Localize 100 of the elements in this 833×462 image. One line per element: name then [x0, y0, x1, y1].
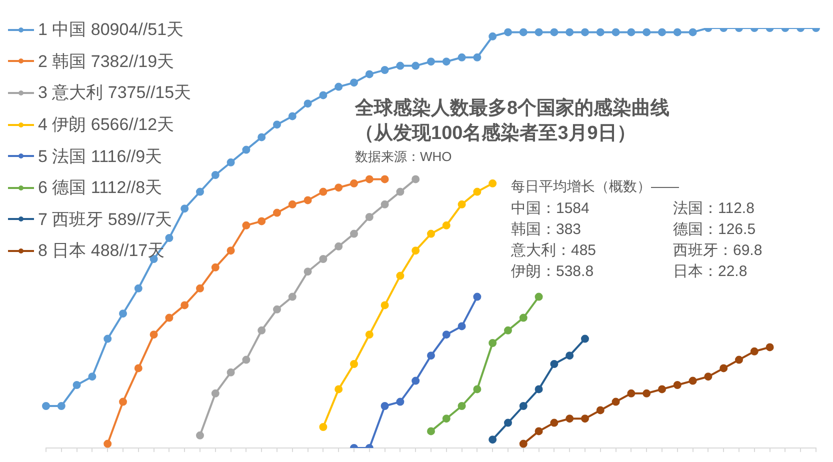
- annotation: 中国：1584: [511, 199, 590, 219]
- point: [427, 427, 435, 436]
- point: [612, 28, 620, 36]
- point: [150, 330, 158, 339]
- point: [488, 179, 497, 188]
- point: [396, 62, 404, 70]
- point: [504, 28, 512, 36]
- point: [334, 242, 343, 250]
- point: [288, 112, 296, 120]
- legend-label: 3 意大利 7375//15天: [38, 82, 192, 104]
- point: [704, 372, 712, 381]
- point: [334, 184, 343, 192]
- point: [412, 376, 420, 385]
- point: [319, 255, 328, 263]
- point: [427, 352, 435, 360]
- point: [504, 326, 512, 334]
- point: [412, 175, 420, 184]
- point: [519, 402, 528, 410]
- point: [350, 78, 358, 87]
- point: [596, 28, 604, 36]
- point: [735, 356, 743, 364]
- point: [642, 28, 651, 36]
- point: [380, 66, 389, 74]
- point: [519, 440, 528, 448]
- point: [458, 200, 466, 208]
- annotation: 西班牙：69.8: [673, 241, 762, 261]
- point: [380, 301, 389, 310]
- text: 全球感染人数最多8个国家的感染曲线: [355, 96, 670, 121]
- point: [550, 28, 558, 36]
- legend-label: 4 伊朗 6566//12天: [38, 114, 174, 136]
- point: [42, 402, 50, 410]
- point: [365, 213, 374, 221]
- point: [273, 120, 281, 129]
- point: [534, 427, 543, 436]
- point: [226, 246, 235, 255]
- point: [334, 82, 343, 91]
- point: [273, 208, 281, 217]
- text: （从发现100名感染者至3月9日）: [355, 122, 637, 146]
- point: [180, 301, 189, 310]
- legend-label: 7 西班牙 589//7天: [38, 208, 172, 231]
- point: [442, 221, 450, 230]
- point: [365, 70, 374, 78]
- point: [211, 171, 220, 179]
- point: [288, 292, 296, 301]
- point: [442, 58, 450, 66]
- point: [566, 352, 574, 360]
- point: [350, 230, 358, 238]
- point: [412, 62, 420, 70]
- point: [396, 188, 404, 196]
- point: [581, 334, 589, 343]
- point: [627, 28, 636, 36]
- point: [488, 436, 497, 444]
- annotation: 法国：112.8: [673, 199, 756, 219]
- annotation: 伊朗：538.8: [511, 262, 595, 282]
- point: [380, 200, 389, 208]
- point: [304, 268, 312, 276]
- point: [258, 326, 266, 334]
- point: [165, 234, 174, 242]
- point: [365, 330, 374, 339]
- point: [519, 28, 528, 36]
- point: [427, 58, 435, 66]
- point: [658, 28, 666, 36]
- point: [688, 28, 697, 36]
- point: [242, 356, 250, 364]
- point: [473, 385, 482, 394]
- point: [458, 322, 466, 330]
- point: [334, 385, 343, 394]
- point: [458, 53, 466, 62]
- point: [104, 334, 112, 343]
- point: [473, 292, 482, 301]
- point: [319, 188, 328, 196]
- annotation: 韩国：383: [511, 220, 582, 240]
- point: [72, 381, 81, 389]
- point: [473, 53, 482, 62]
- legend-label: 1 中国 80904//51天: [38, 19, 184, 42]
- point: [211, 389, 220, 398]
- point: [165, 314, 174, 322]
- point: [566, 414, 574, 423]
- point: [119, 310, 127, 318]
- annotation: 日本：22.8: [673, 262, 748, 282]
- point: [519, 314, 528, 322]
- point: [304, 196, 312, 204]
- point: [673, 28, 682, 36]
- point: [57, 402, 66, 410]
- point: [566, 28, 574, 36]
- point: [596, 406, 604, 414]
- point: [396, 272, 404, 280]
- point: [350, 179, 358, 188]
- point: [196, 284, 204, 292]
- legend-label: 6 德国 1112//8天: [38, 177, 162, 200]
- annotation: 意大利：485: [511, 241, 598, 261]
- point: [442, 330, 450, 339]
- point: [242, 221, 250, 230]
- point: [766, 343, 774, 352]
- point: [319, 423, 328, 431]
- annotation: 德国：126.5: [673, 220, 757, 240]
- point: [196, 188, 204, 196]
- point: [688, 376, 697, 385]
- point: [581, 28, 589, 36]
- point: [88, 372, 96, 381]
